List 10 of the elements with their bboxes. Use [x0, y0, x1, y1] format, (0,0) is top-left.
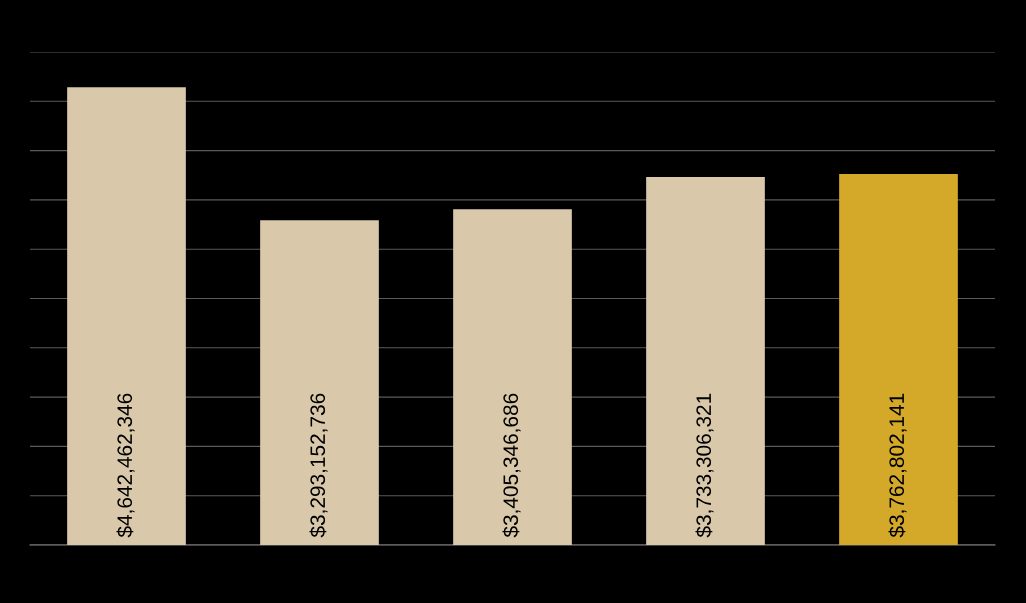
data-label: $3,293,152,736 [309, 393, 328, 538]
bar [67, 87, 186, 545]
data-label: $3,733,306,321 [695, 393, 714, 538]
data-label: $4,642,462,346 [116, 393, 135, 538]
data-label: $3,762,802,141 [888, 393, 907, 538]
bar [260, 220, 379, 545]
bar [453, 209, 572, 545]
data-label: $3,405,346,686 [502, 393, 521, 538]
bar [646, 176, 765, 545]
bar [839, 173, 958, 545]
